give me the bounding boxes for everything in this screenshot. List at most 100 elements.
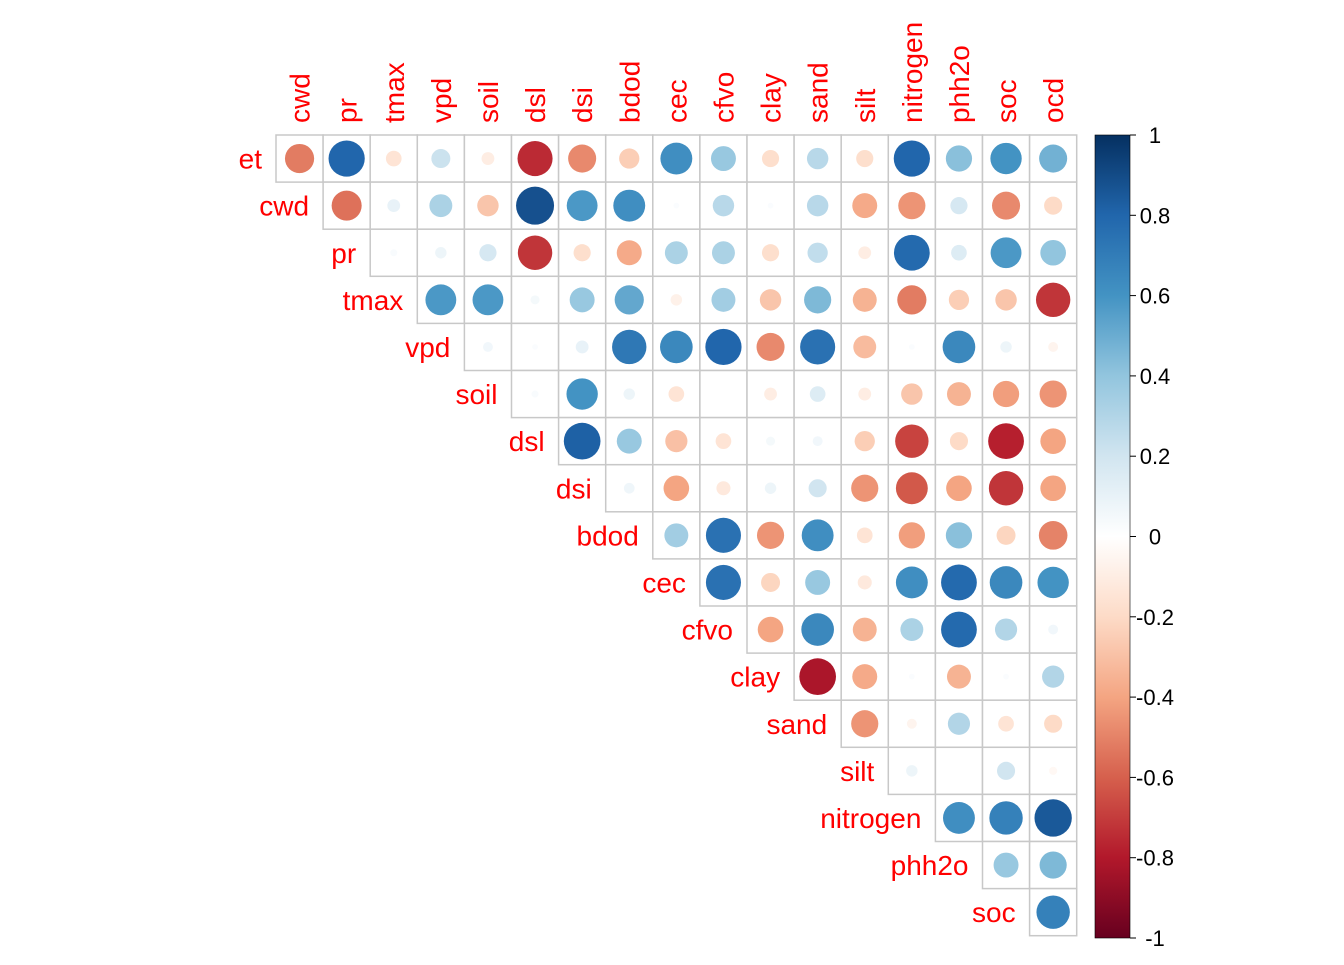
corr-circle-dsl-ocd <box>1040 428 1066 454</box>
corr-circle-bdod-cec <box>664 523 689 548</box>
corr-circle-vpd-bdod <box>612 329 647 365</box>
colorbar-tick-label: 0 <box>1149 525 1161 550</box>
row-label-tmax: tmax <box>343 285 404 316</box>
colorbar-tick-label: -0.8 <box>1136 846 1174 871</box>
corr-circle-et-phh2o <box>945 145 973 172</box>
corr-circle-soil-nitrogen <box>901 383 923 405</box>
corr-circle-tmax-nitrogen <box>897 285 927 315</box>
corr-circle-cwd-ocd <box>1044 196 1063 215</box>
col-label-soc: soc <box>991 79 1022 123</box>
corr-circle-dsl-cfvo <box>715 433 732 449</box>
cell-et-bdod <box>604 134 654 183</box>
corr-circle-et-clay <box>761 149 780 168</box>
corr-circle-et-tmax <box>385 150 402 167</box>
cell-soil-cfvo <box>699 369 748 419</box>
corr-circle-soil-clay <box>764 387 777 401</box>
corr-circle-soil-dsl <box>531 390 539 398</box>
corr-circle-cec-soc <box>989 566 1023 599</box>
corr-circle-et-vpd <box>431 149 451 169</box>
corr-circle-tmax-cfvo <box>711 287 736 312</box>
row-label-clay: clay <box>730 662 780 693</box>
corr-circle-dsl-sand <box>812 436 823 447</box>
corr-circle-vpd-sand <box>800 329 836 365</box>
corr-circle-dsl-bdod <box>616 428 642 454</box>
corr-circle-cwd-vpd <box>429 194 453 218</box>
corr-circle-tmax-dsl <box>530 295 540 305</box>
cell-cec-ocd <box>1028 558 1078 607</box>
corr-circle-et-dsi <box>568 144 597 173</box>
corr-circle-tmax-dsi <box>569 287 595 313</box>
col-label-clay: clay <box>756 73 787 123</box>
corr-circle-soil-silt <box>858 387 872 401</box>
colorbar-tick-label: 0.4 <box>1140 364 1171 389</box>
corr-circle-tmax-vpd <box>425 284 457 316</box>
corr-circle-dsi-sand <box>808 479 827 498</box>
cell-phh2o-soc <box>981 840 1031 890</box>
corr-circle-dsl-clay <box>766 436 776 446</box>
corr-circle-pr-cec <box>664 241 688 265</box>
col-label-vpd: vpd <box>426 78 457 123</box>
col-label-sand: sand <box>803 62 834 123</box>
row-label-cwd: cwd <box>259 191 309 222</box>
corr-circle-et-silt <box>856 149 874 168</box>
corr-circle-clay-ocd <box>1042 665 1065 688</box>
corr-circle-pr-soil <box>479 244 497 262</box>
corr-circle-dsi-soc <box>988 471 1024 506</box>
corr-circle-soc-ocd <box>1036 895 1070 929</box>
corr-circle-nitrogen-phh2o <box>943 802 975 834</box>
row-label-et: et <box>239 144 263 175</box>
col-label-cec: cec <box>661 79 692 123</box>
corr-circle-et-pr <box>328 140 365 177</box>
corr-circle-nitrogen-ocd <box>1034 799 1072 837</box>
corr-circle-tmax-cec <box>670 294 683 306</box>
colorbar: 1 0.8 0.6 0.4 0.2 0 -0.2 -0.4 -0.6 -0.8 -1 <box>1094 123 1174 951</box>
corr-circle-pr-bdod <box>616 240 642 266</box>
corr-circle-cec-silt <box>857 575 872 590</box>
corr-circle-sand-soc <box>998 715 1014 732</box>
corr-circle-tmax-sand <box>804 286 832 314</box>
corr-circle-soil-ocd <box>1039 380 1067 408</box>
corr-circle-phh2o-soc <box>993 852 1019 878</box>
row-label-silt: silt <box>840 756 874 787</box>
corr-circle-silt-ocd <box>1049 766 1058 775</box>
corr-circle-vpd-soil <box>482 341 493 352</box>
corr-circle-bdod-ocd <box>1038 521 1068 550</box>
corr-circle-cfvo-phh2o <box>941 611 977 648</box>
corr-circle-cec-phh2o <box>941 564 977 601</box>
corr-circle-vpd-silt <box>853 335 877 359</box>
row-label-phh2o: phh2o <box>891 850 969 881</box>
corr-circle-cec-clay <box>761 572 781 592</box>
corr-circle-clay-sand <box>799 658 836 695</box>
col-label-cfvo: cfvo <box>708 72 739 123</box>
corr-circle-tmax-clay <box>759 289 782 311</box>
corr-circle-dsl-nitrogen <box>895 424 929 458</box>
corr-circle-phh2o-ocd <box>1039 851 1067 879</box>
corr-circle-et-cec <box>660 142 693 175</box>
corr-circle-soil-soc <box>992 380 1020 408</box>
corr-circle-dsi-phh2o <box>946 475 972 502</box>
corr-circle-vpd-nitrogen <box>908 344 915 350</box>
col-label-silt: silt <box>850 89 881 123</box>
colorbar-tick-label: -1 <box>1145 926 1165 951</box>
row-label-dsl: dsl <box>509 426 545 457</box>
corr-circle-vpd-ocd <box>1048 341 1059 352</box>
corr-circle-et-cwd <box>284 143 315 174</box>
corr-circle-vpd-soc <box>1000 341 1012 353</box>
row-label-cfvo: cfvo <box>682 615 733 646</box>
corr-circle-cwd-phh2o <box>950 197 968 215</box>
colorbar-tick-label: -0.4 <box>1136 685 1174 710</box>
corr-circle-cwd-clay <box>767 202 774 209</box>
corr-circle-cfvo-sand <box>801 613 834 646</box>
corr-circle-clay-silt <box>852 664 878 690</box>
corr-circle-sand-silt <box>851 710 879 738</box>
corr-circle-cwd-nitrogen <box>898 192 926 220</box>
corr-circle-et-dsl <box>517 141 553 177</box>
cell-soil-dsi <box>557 369 607 419</box>
corr-circle-cwd-silt <box>852 193 878 219</box>
corr-circle-et-sand <box>806 147 829 170</box>
corr-circle-pr-phh2o <box>951 244 967 261</box>
circle-layer <box>284 140 1072 929</box>
corr-circle-pr-dsl <box>517 235 553 270</box>
col-label-dsi: dsi <box>567 87 598 123</box>
corr-circle-pr-soc <box>990 237 1022 269</box>
